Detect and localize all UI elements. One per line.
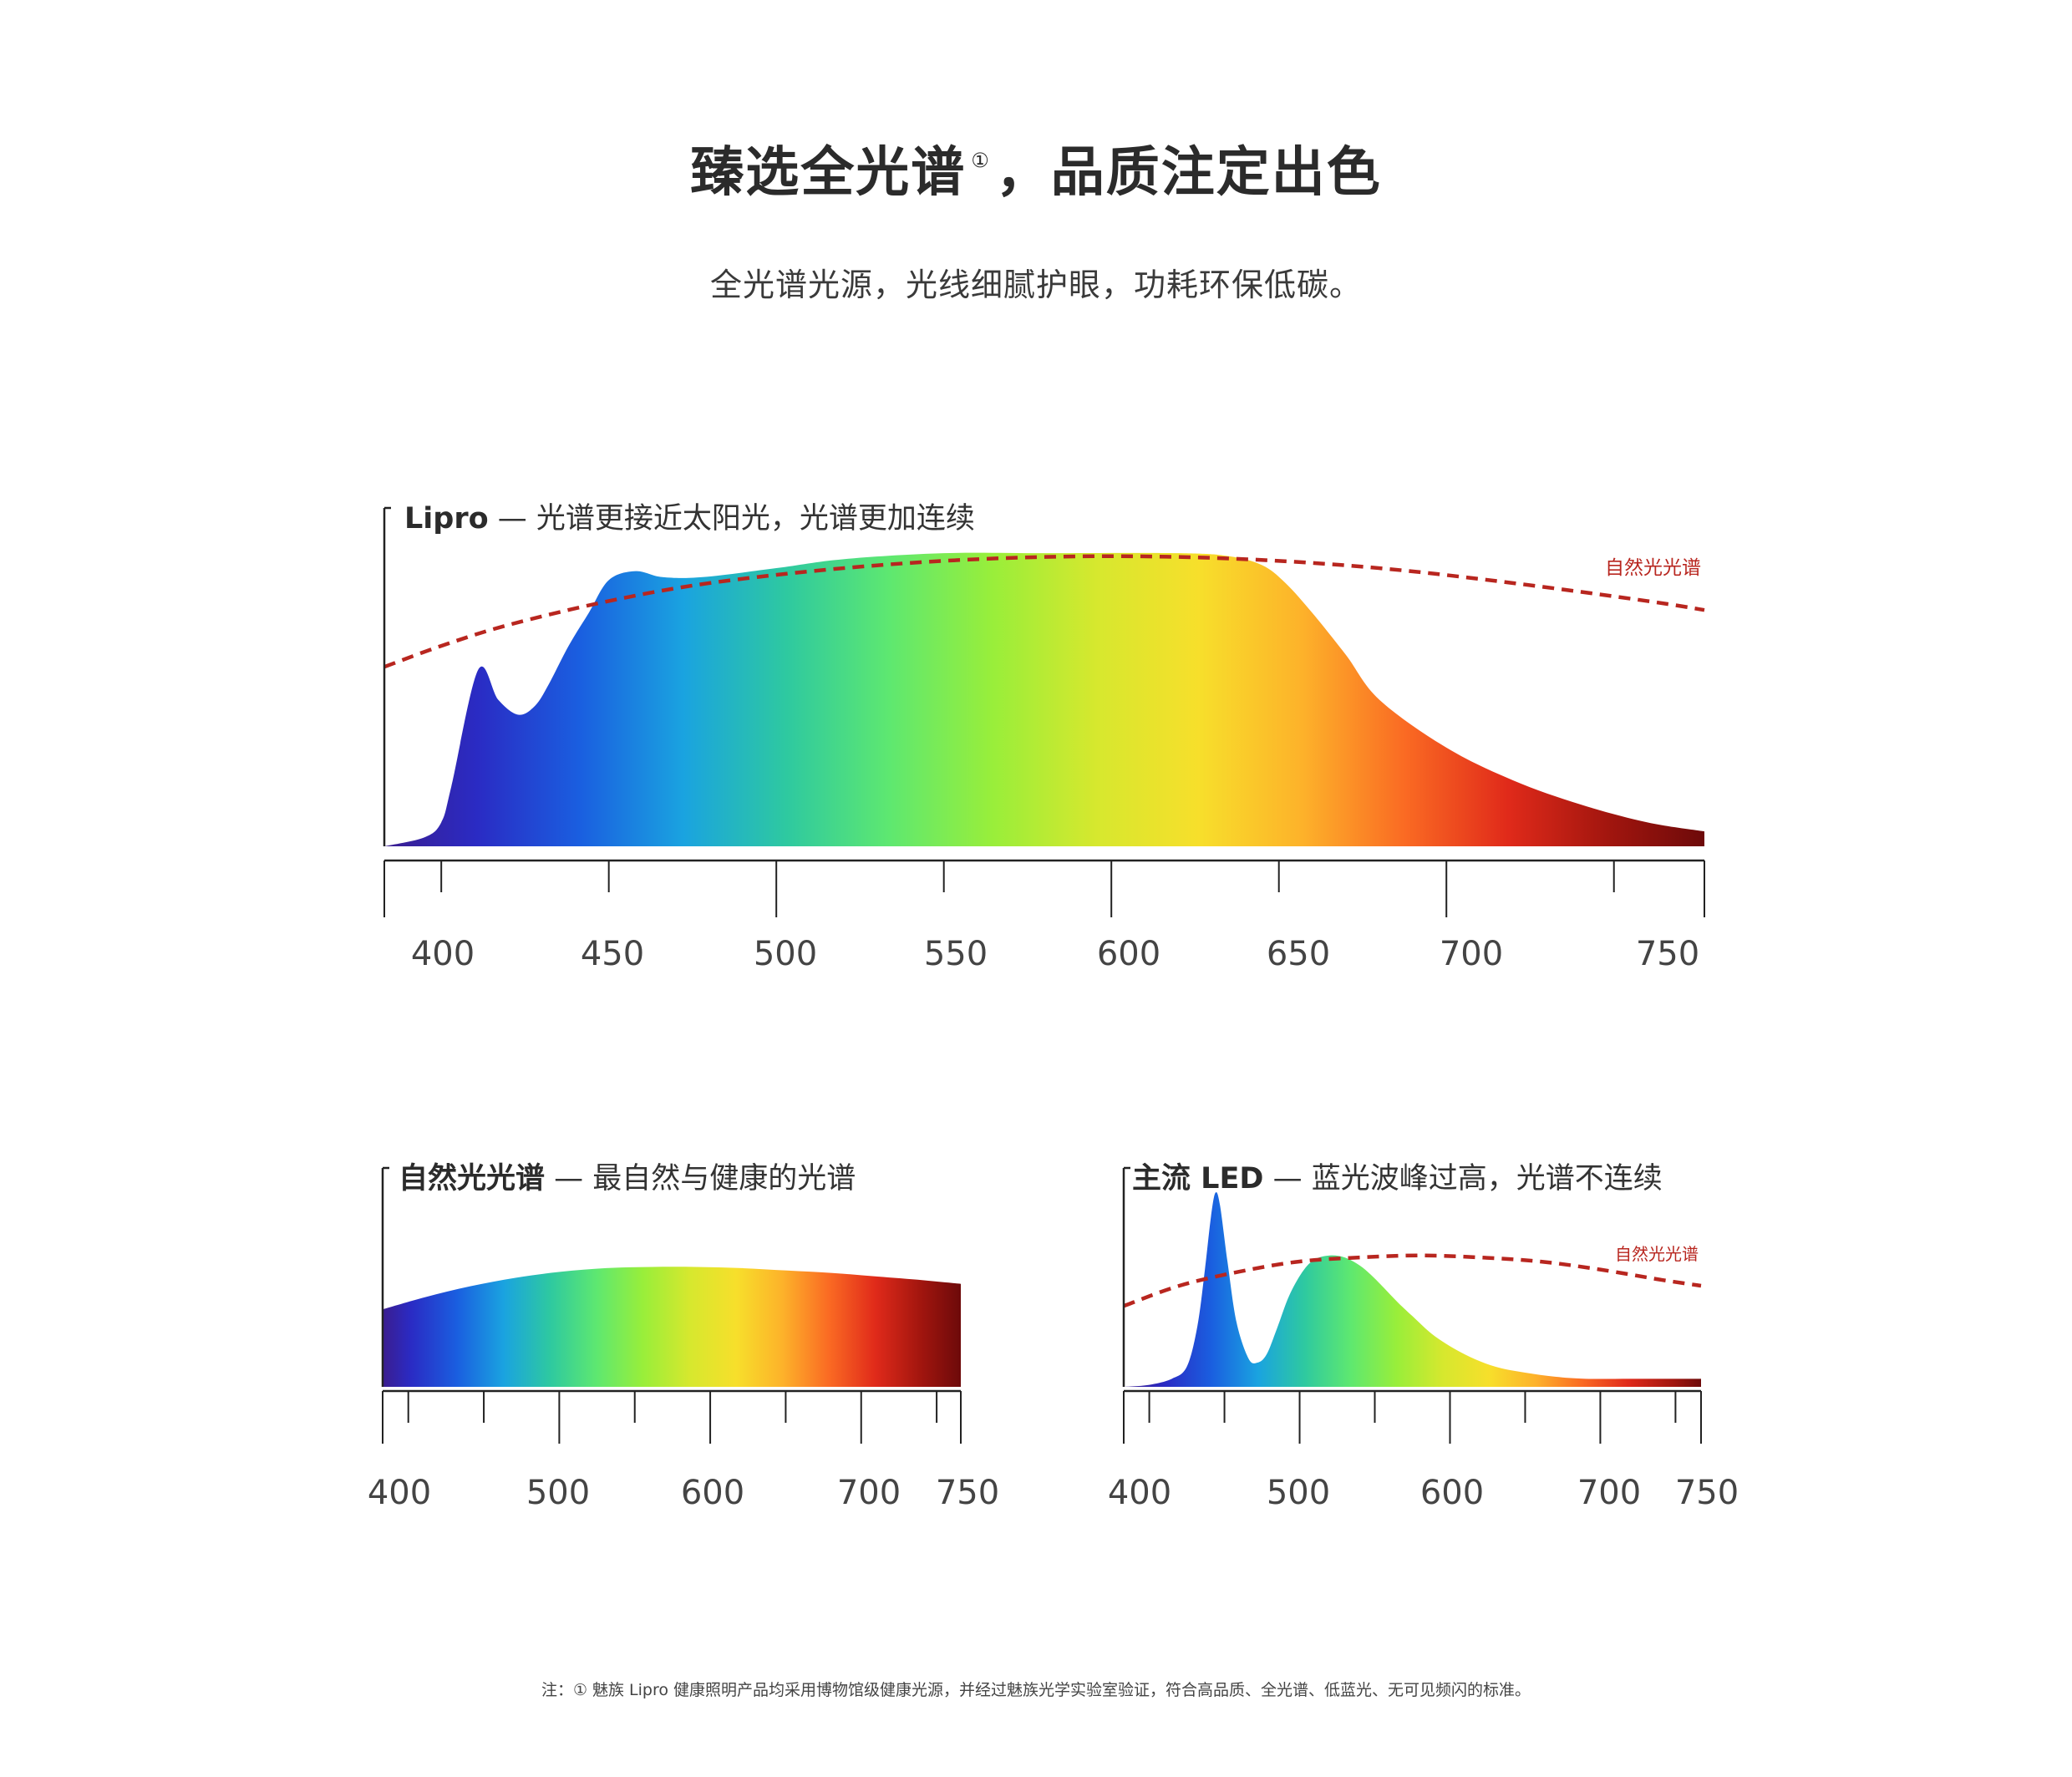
title-footnote-mark: ① bbox=[971, 148, 991, 172]
natural-title-bold: 自然光光谱 bbox=[399, 1162, 546, 1196]
title-rest: ，品质注定出色 bbox=[995, 142, 1382, 204]
lipro-title-bold: Lipro bbox=[404, 502, 489, 536]
lipro-tick-label-600: 600 bbox=[1097, 935, 1160, 973]
lipro-spectrum-area bbox=[384, 552, 1704, 846]
mainstream-led-tick-label-750: 750 bbox=[1675, 1474, 1739, 1512]
natural-chart-title: 自然光光谱 — 最自然与健康的光谱 bbox=[399, 1155, 856, 1197]
mainstream-led-tick-label-400: 400 bbox=[1108, 1474, 1171, 1512]
lipro-tick-label-550: 550 bbox=[924, 935, 988, 973]
lipro-tick-label-400: 400 bbox=[411, 935, 475, 973]
lipro-tick-label-750: 750 bbox=[1636, 935, 1699, 973]
lipro-reference-legend: 自然光光谱 bbox=[1605, 557, 1701, 579]
lipro-tick-label-450: 450 bbox=[581, 935, 644, 973]
mainstream-led-reference-curve bbox=[1123, 1253, 1702, 1308]
natural-tick-label-750: 750 bbox=[936, 1474, 999, 1512]
lipro-tick-label-700: 700 bbox=[1440, 935, 1503, 973]
lipro-title-rest: — 光谱更接近太阳光，光谱更加连续 bbox=[488, 502, 975, 536]
natural-chart: 400 500 600 700 750 bbox=[368, 1166, 999, 1512]
natural-tick-label-500: 500 bbox=[526, 1474, 590, 1512]
mainstream-led-tick-label-700: 700 bbox=[1577, 1474, 1641, 1512]
natural-spectrum-area bbox=[383, 1267, 961, 1387]
footnote: 注：① 魅族 Lipro 健康照明产品均采用博物馆级健康光源，并经过魅族光学实验… bbox=[541, 1681, 1531, 1699]
lipro-reference-curve bbox=[383, 554, 1705, 669]
title-main: 臻选全光谱 bbox=[690, 142, 967, 204]
led-title-rest: — 蓝光波峰过高，光谱不连续 bbox=[1263, 1162, 1663, 1196]
lipro-tick-label-650: 650 bbox=[1267, 935, 1330, 973]
led-chart-title: 主流 LED — 蓝光波峰过高，光谱不连续 bbox=[1132, 1155, 1663, 1197]
lipro-chart-title: Lipro — 光谱更接近太阳光，光谱更加连续 bbox=[404, 495, 975, 537]
page-subtitle: 全光谱光源，光线细腻护眼，功耗环保低碳。 bbox=[709, 267, 1362, 303]
natural-tick-label-600: 600 bbox=[681, 1474, 744, 1512]
lipro-chart: 自然光光谱 400 450 500 550 600 650 700 750 bbox=[383, 506, 1705, 973]
led-title-bold: 主流 LED bbox=[1132, 1162, 1264, 1196]
lipro-tick-label-500: 500 bbox=[754, 935, 817, 973]
mainstream-led-spectrum-area bbox=[1124, 1191, 1701, 1387]
mainstream-led-reference-legend: 自然光光谱 bbox=[1615, 1244, 1699, 1264]
natural-tick-label-400: 400 bbox=[368, 1474, 431, 1512]
mainstream-led-tick-label-500: 500 bbox=[1267, 1474, 1330, 1512]
mainstream-led-chart: 自然光光谱 400 500 600 700 750 bbox=[1108, 1166, 1739, 1512]
natural-tick-label-700: 700 bbox=[837, 1474, 901, 1512]
mainstream-led-tick-label-600: 600 bbox=[1420, 1474, 1484, 1512]
page-title: 臻选全光谱 ①，品质注定出色 bbox=[0, 129, 2072, 206]
natural-title-rest: — 最自然与健康的光谱 bbox=[545, 1162, 856, 1196]
